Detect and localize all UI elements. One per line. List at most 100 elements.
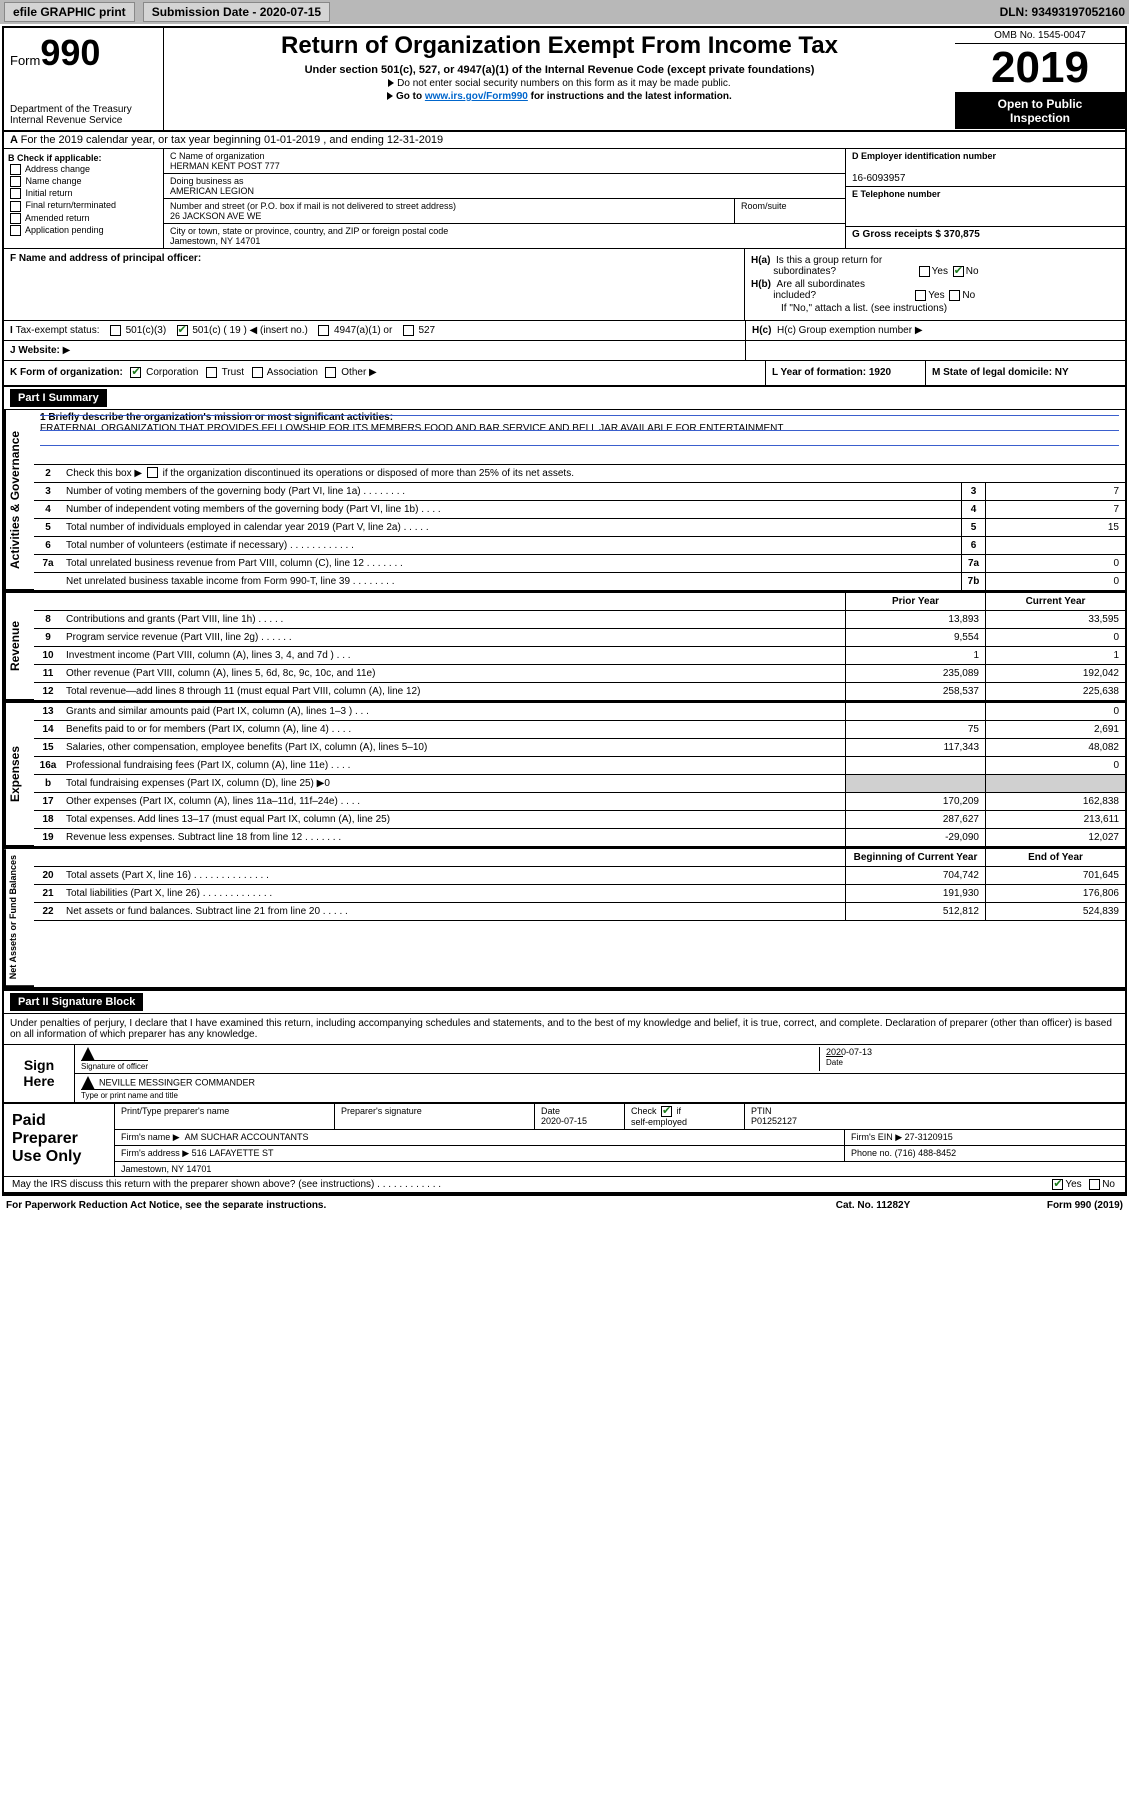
form-title: Return of Organization Exempt From Incom… xyxy=(168,32,951,60)
line-11-desc: Other revenue (Part VIII, column (A), li… xyxy=(62,666,845,681)
pra-notice: For Paperwork Reduction Act Notice, see … xyxy=(6,1200,773,1211)
irs-link[interactable]: www.irs.gov/Form990 xyxy=(425,91,528,102)
omb-number: OMB No. 1545-0047 xyxy=(955,28,1125,44)
line-21-curr: 176,806 xyxy=(985,885,1125,902)
dba-field: Doing business as AMERICAN LEGION xyxy=(164,174,845,199)
line-16a-prior xyxy=(845,757,985,774)
line-9-prior: 9,554 xyxy=(845,629,985,646)
boy-hdr: Beginning of Current Year xyxy=(845,849,985,866)
line-6-desc: Total number of volunteers (estimate if … xyxy=(62,538,961,553)
line-16a-desc: Professional fundraising fees (Part IX, … xyxy=(62,758,845,773)
firm-phone: Phone no. (716) 488-8452 xyxy=(845,1146,1125,1161)
line-4-desc: Number of independent voting members of … xyxy=(62,502,961,517)
officer-date: 2020-07-13Date xyxy=(819,1047,1119,1071)
form-footer: Form 990 (2019) xyxy=(973,1200,1123,1211)
line-15-desc: Salaries, other compensation, employee b… xyxy=(62,740,845,755)
self-employed-chk: Check ifself-employed xyxy=(625,1104,745,1129)
line-7a-val: 0 xyxy=(985,555,1125,572)
line-8-desc: Contributions and grants (Part VIII, lin… xyxy=(62,612,845,627)
preparer-name-lbl: Print/Type preparer's name xyxy=(115,1104,335,1129)
form-container: Form990 Department of the Treasury Inter… xyxy=(2,26,1127,1196)
tax-exempt-status: I Tax-exempt status: 501(c)(3) 501(c) ( … xyxy=(4,321,745,340)
line-4-val: 7 xyxy=(985,501,1125,518)
form-of-org: K Form of organization: Corporation Trus… xyxy=(4,361,765,384)
line-14-desc: Benefits paid to or for members (Part IX… xyxy=(62,722,845,737)
line-3-val: 7 xyxy=(985,483,1125,500)
open-inspection: Open to PublicInspection xyxy=(955,93,1125,129)
line-19-curr: 12,027 xyxy=(985,829,1125,846)
ein-field: D Employer identification number 16-6093… xyxy=(846,149,1125,187)
line-9-curr: 0 xyxy=(985,629,1125,646)
line-12-curr: 225,638 xyxy=(985,683,1125,700)
irs-discuss: May the IRS discuss this return with the… xyxy=(4,1177,1040,1192)
line-10-desc: Investment income (Part VIII, column (A)… xyxy=(62,648,845,663)
mission-description: 1 Briefly describe the organization's mi… xyxy=(34,410,1125,465)
line-22-curr: 524,839 xyxy=(985,903,1125,920)
submission-date-button[interactable]: Submission Date - 2020-07-15 xyxy=(143,2,330,22)
line-13-prior xyxy=(845,703,985,720)
preparer-sig-lbl: Preparer's signature xyxy=(335,1104,535,1129)
line-14-prior: 75 xyxy=(845,721,985,738)
line-12-prior: 258,537 xyxy=(845,683,985,700)
line-18-prior: 287,627 xyxy=(845,811,985,828)
cat-no: Cat. No. 11282Y xyxy=(773,1200,973,1211)
firm-ein: Firm's EIN ▶ 27-3120915 xyxy=(845,1130,1125,1145)
line-3-desc: Number of voting members of the governin… xyxy=(62,484,961,499)
irs-label: Internal Revenue Service xyxy=(10,115,157,126)
line-11-prior: 235,089 xyxy=(845,665,985,682)
line-16b-curr xyxy=(985,775,1125,792)
discuss-yes-no: Yes No xyxy=(1040,1177,1125,1192)
principal-officer: F Name and address of principal officer: xyxy=(4,249,745,320)
paid-preparer-label: Paid Preparer Use Only xyxy=(4,1104,114,1176)
line-18-curr: 213,611 xyxy=(985,811,1125,828)
firm-city: Jamestown, NY 14701 xyxy=(115,1162,1125,1176)
line-17-prior: 170,209 xyxy=(845,793,985,810)
top-toolbar: efile GRAPHIC print Submission Date - 20… xyxy=(0,0,1129,24)
line-7b-desc: Net unrelated business taxable income fr… xyxy=(62,574,961,589)
line-21-prior: 191,930 xyxy=(845,885,985,902)
column-b-checks: B Check if applicable: Address change Na… xyxy=(4,149,164,248)
current-year-hdr: Current Year xyxy=(985,593,1125,610)
line-6-val xyxy=(985,537,1125,554)
side-net-assets: Net Assets or Fund Balances xyxy=(4,849,34,987)
line-8-curr: 33,595 xyxy=(985,611,1125,628)
line-10-curr: 1 xyxy=(985,647,1125,664)
line-10-prior: 1 xyxy=(845,647,985,664)
line-17-curr: 162,838 xyxy=(985,793,1125,810)
line-9-desc: Program service revenue (Part VIII, line… xyxy=(62,630,845,645)
line-5-val: 15 xyxy=(985,519,1125,536)
preparer-date: Date2020-07-15 xyxy=(535,1104,625,1129)
line-20-desc: Total assets (Part X, line 16) . . . . .… xyxy=(62,868,845,883)
website-field: J Website: ▶ xyxy=(4,341,745,360)
hc-group-exemption: H(c) H(c) Group exemption number ▶ xyxy=(745,321,1125,340)
line-17-desc: Other expenses (Part IX, column (A), lin… xyxy=(62,794,845,809)
efile-button[interactable]: efile GRAPHIC print xyxy=(4,2,135,22)
gross-receipts: G Gross receipts $ 370,875 xyxy=(846,227,1125,242)
officer-signature: Signature of officer xyxy=(81,1047,819,1071)
line-16b-prior xyxy=(845,775,985,792)
line-15-curr: 48,082 xyxy=(985,739,1125,756)
group-return-section: H(a) Is this a group return for subordin… xyxy=(745,249,1125,320)
line-5-desc: Total number of individuals employed in … xyxy=(62,520,961,535)
telephone-field: E Telephone number xyxy=(846,187,1125,227)
line-16b-desc: Total fundraising expenses (Part IX, col… xyxy=(62,776,845,791)
line-13-desc: Grants and similar amounts paid (Part IX… xyxy=(62,704,845,719)
eoy-hdr: End of Year xyxy=(985,849,1125,866)
line-12-desc: Total revenue—add lines 8 through 11 (mu… xyxy=(62,684,845,699)
line-20-curr: 701,645 xyxy=(985,867,1125,884)
part-2-header: Part II Signature Block xyxy=(10,993,143,1011)
room-field: Room/suite xyxy=(735,199,845,223)
sign-here-label: Sign Here xyxy=(4,1045,74,1102)
line-16a-curr: 0 xyxy=(985,757,1125,774)
subtitle-2: Do not enter social security numbers on … xyxy=(168,78,951,89)
dept-treasury: Department of the Treasury xyxy=(10,104,157,115)
subtitle-3: Go to www.irs.gov/Form990 for instructio… xyxy=(168,91,951,102)
line-19-desc: Revenue less expenses. Subtract line 18 … xyxy=(62,830,845,845)
line-13-curr: 0 xyxy=(985,703,1125,720)
state-domicile: M State of legal domicile: NY xyxy=(925,361,1125,384)
side-activities: Activities & Governance xyxy=(4,410,34,591)
prior-year-hdr: Prior Year xyxy=(845,593,985,610)
ptin-field: PTINP01252127 xyxy=(745,1104,1125,1129)
line-21-desc: Total liabilities (Part X, line 26) . . … xyxy=(62,886,845,901)
line-20-prior: 704,742 xyxy=(845,867,985,884)
